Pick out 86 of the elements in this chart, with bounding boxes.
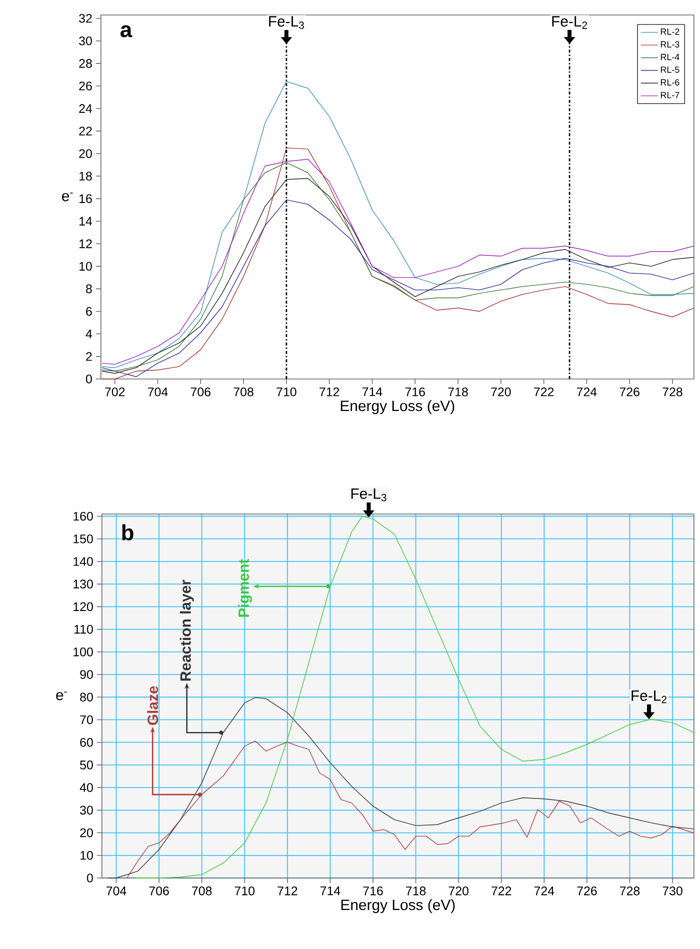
y-tick-label: 24 <box>79 104 92 113</box>
x-tick-label: 708 <box>234 388 254 396</box>
line-series <box>102 81 694 368</box>
x-tick-label: 708 <box>192 886 212 896</box>
y-tick-label: 140 <box>74 557 93 566</box>
x-tick-label: 712 <box>278 886 298 896</box>
annotation: a <box>120 25 132 38</box>
y-tick-label: 26 <box>79 82 92 90</box>
y-axis-title: e$^{-}$ <box>62 192 73 202</box>
x-tick-label: 704 <box>106 886 126 896</box>
y-tick-label: 32 <box>79 14 92 23</box>
y-tick-label: 18 <box>80 172 92 181</box>
x-tick-label: 730 <box>662 886 682 896</box>
legend-label: RL-3 <box>660 41 680 48</box>
y-tick-label: 6 <box>86 306 92 316</box>
x-tick-label: 706 <box>149 886 169 896</box>
y-tick-label: 2 <box>86 352 92 361</box>
y-tick-label: 4 <box>86 330 92 338</box>
x-tick-label: 726 <box>620 388 640 396</box>
x-tick-label: 714 <box>362 387 382 396</box>
x-tick-label: 728 <box>620 886 640 896</box>
x-tick-label: 716 <box>405 388 425 396</box>
y-tick-label: 12 <box>80 239 92 248</box>
ref-line-label: Fe-L$_{2}$ <box>552 16 588 29</box>
line-series <box>126 740 694 878</box>
x-axis-title: Energy Loss (eV) <box>341 899 455 914</box>
x-tick-label: 716 <box>363 886 383 896</box>
x-tick-label: 720 <box>491 388 511 396</box>
ref-line-label: Fe-L$_{3}$ <box>269 16 304 29</box>
x-tick-label: 726 <box>577 886 597 896</box>
x-tick-label: 718 <box>448 388 468 396</box>
y-tick-label: 70 <box>80 715 93 724</box>
y-tick-label: 40 <box>80 783 93 792</box>
x-tick-label: 724 <box>534 886 554 896</box>
annotation: Fe-L$_{3}$ <box>351 488 386 502</box>
x-tick-label: 722 <box>492 886 512 896</box>
x-axis-title: Energy Loss (eV) <box>340 400 454 414</box>
y-tick-label: 130 <box>74 580 93 588</box>
y-tick-label: 22 <box>79 126 92 136</box>
y-tick-label: 8 <box>86 284 92 294</box>
x-tick-label: 712 <box>320 388 340 396</box>
legend-label: RL-5 <box>660 66 680 73</box>
y-tick-label: 20 <box>80 828 93 838</box>
legend-label: RL-2 <box>660 28 680 35</box>
y-tick-label: 0 <box>86 374 92 384</box>
legend-label: RL-6 <box>660 79 680 86</box>
x-tick-label: 706 <box>190 388 211 396</box>
x-tick-label: 710 <box>276 388 296 396</box>
point <box>326 584 330 588</box>
annotation: b <box>122 524 134 540</box>
x-tick-label: 722 <box>534 388 554 396</box>
y-axis-title: e$^{-}$ <box>56 692 67 700</box>
y-tick-label: 20 <box>79 149 92 158</box>
y-tick-label: 30 <box>79 36 92 46</box>
y-tick-label: 100 <box>74 648 93 656</box>
y-tick-label: 10 <box>80 262 92 271</box>
x-tick-label: 718 <box>406 886 426 896</box>
y-tick-label: 0 <box>87 874 93 882</box>
y-tick-label: 28 <box>79 59 92 68</box>
y-tick-label: 30 <box>80 806 93 815</box>
legend-label: RL-7 <box>660 92 680 98</box>
x-tick-label: 728 <box>662 388 682 396</box>
legend-label: Pigment <box>238 559 252 617</box>
x-tick-label: 710 <box>234 886 255 896</box>
y-tick-label: 16 <box>80 194 92 204</box>
y-tick-label: 14 <box>80 216 92 226</box>
x-tick-label: 704 <box>148 388 168 396</box>
x-tick-label: 714 <box>320 886 340 896</box>
y-tick-label: 120 <box>74 602 93 612</box>
annotation: Fe-L$_{2}$ <box>632 690 667 704</box>
y-tick-label: 80 <box>80 692 93 702</box>
y-tick-label: 10 <box>80 850 93 860</box>
y-tick-label: 160 <box>74 512 93 521</box>
x-tick-label: 724 <box>576 388 597 396</box>
y-tick-label: 90 <box>80 670 93 679</box>
y-tick-label: 110 <box>74 624 93 634</box>
y-tick-label: 50 <box>80 760 93 770</box>
x-tick-label: 702 <box>105 388 125 396</box>
x-tick-label: 720 <box>448 886 469 896</box>
y-tick-label: 150 <box>74 534 93 544</box>
legend-label: RL-4 <box>660 54 680 60</box>
text: Reaction layer <box>180 580 194 681</box>
text: Glaze <box>147 686 158 725</box>
point <box>198 792 202 797</box>
point <box>219 730 224 735</box>
y-tick-label: 60 <box>80 738 93 747</box>
